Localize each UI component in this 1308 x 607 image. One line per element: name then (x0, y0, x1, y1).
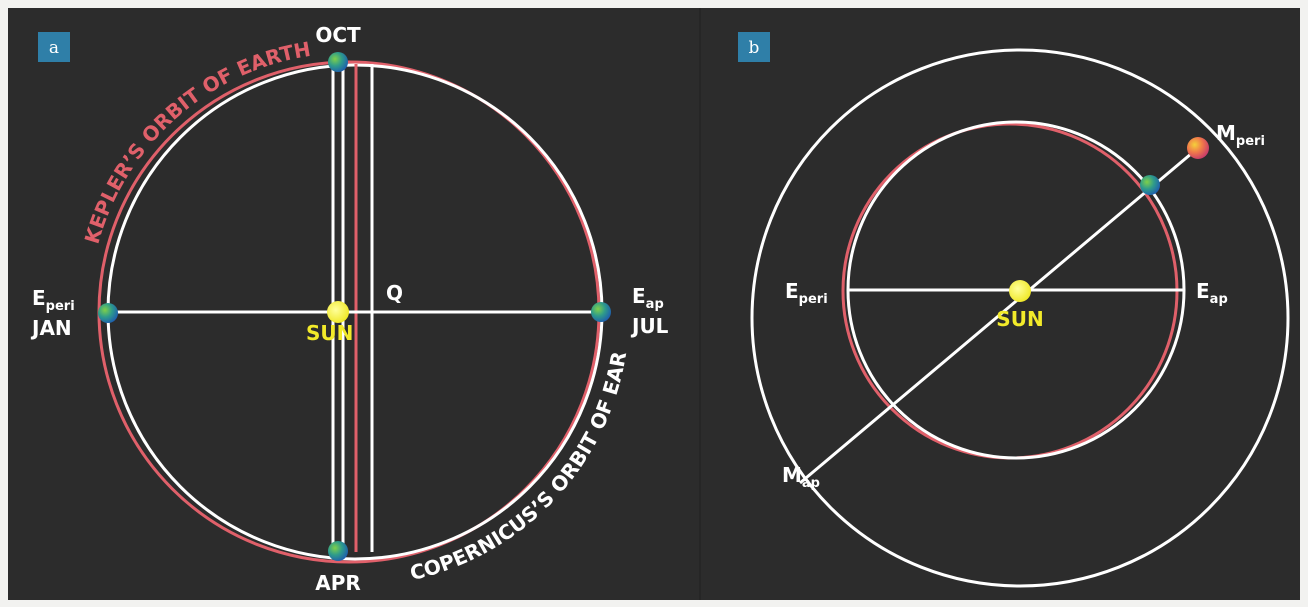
panel-tag: a (49, 38, 59, 58)
sun (1009, 280, 1031, 302)
label: Q (386, 281, 403, 305)
label-base: M (1216, 121, 1236, 145)
label-base: E (32, 286, 46, 310)
label: JAN (30, 316, 72, 340)
earth (328, 541, 348, 561)
label: JUL (630, 314, 669, 338)
mars (1187, 137, 1209, 159)
earth (328, 52, 348, 72)
label: APR (315, 571, 361, 595)
label: OCT (315, 23, 361, 47)
label: SUN (996, 307, 1043, 331)
label-sub: peri (799, 292, 828, 307)
sun (327, 301, 349, 323)
label-sub: ap (646, 297, 664, 312)
label-sub: ap (1210, 292, 1228, 307)
figure: a OCT KEPLER’S ORBIT OF EARTH Eperi JAN … (0, 0, 1308, 607)
label-sub: ap (802, 476, 820, 491)
label-sub: peri (46, 299, 75, 314)
earth (98, 303, 118, 323)
earth (1140, 175, 1160, 195)
label: SUN (306, 321, 353, 345)
label-base: E (632, 284, 646, 308)
label-base: E (785, 279, 799, 303)
label-base: E (1196, 279, 1210, 303)
panel-tag: b (749, 38, 760, 58)
label-sub: peri (1236, 134, 1265, 149)
earth (591, 302, 611, 322)
label-base: M (782, 463, 802, 487)
